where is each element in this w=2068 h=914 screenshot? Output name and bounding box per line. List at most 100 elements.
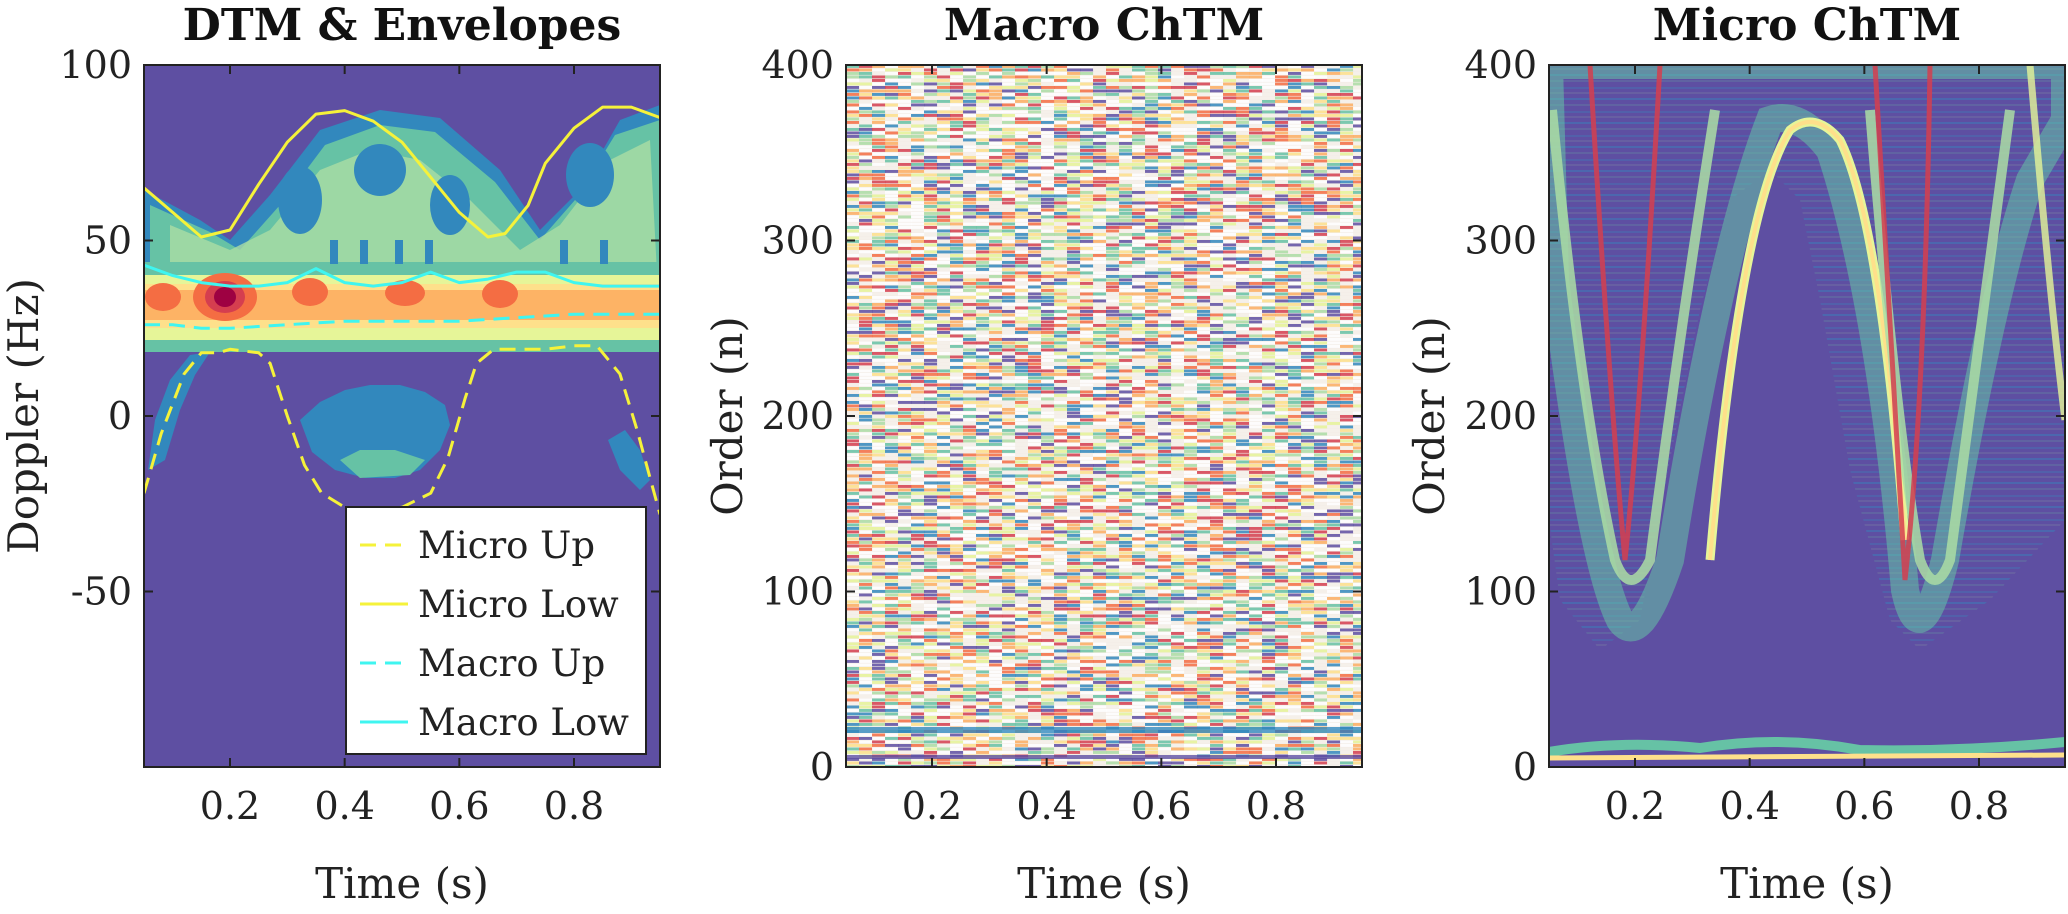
macro-cell bbox=[1197, 247, 1211, 250]
macro-cell bbox=[1132, 471, 1146, 474]
macro-cell bbox=[1041, 156, 1055, 159]
macro-cell bbox=[1093, 450, 1107, 453]
macro-cell bbox=[1288, 359, 1302, 362]
macro-cell bbox=[1275, 450, 1289, 453]
macro-cell bbox=[1054, 233, 1068, 236]
macro-cell bbox=[1236, 401, 1250, 404]
macro-cell bbox=[1002, 313, 1016, 317]
macro-cell bbox=[963, 257, 977, 261]
macro-cell bbox=[1262, 303, 1276, 306]
macro-cell bbox=[963, 439, 977, 443]
macro-cell bbox=[1210, 292, 1224, 296]
macro-cell bbox=[859, 369, 873, 373]
macro-cell bbox=[1171, 404, 1185, 408]
macro-cell bbox=[1132, 212, 1146, 215]
macro-cell bbox=[963, 65, 977, 68]
macro-cell bbox=[1236, 478, 1250, 481]
macro-cell bbox=[872, 198, 886, 201]
macro-cell bbox=[885, 254, 899, 257]
macro-cell bbox=[1054, 422, 1068, 425]
macro-cell bbox=[1340, 93, 1354, 96]
macro-cell bbox=[1184, 397, 1198, 401]
macro-cell bbox=[1223, 474, 1237, 478]
macro-cell bbox=[1184, 68, 1198, 72]
macro-cell bbox=[1041, 163, 1055, 166]
macro-cell bbox=[1093, 72, 1107, 75]
macro-cell bbox=[1106, 331, 1120, 334]
macro-cell bbox=[1041, 492, 1055, 495]
macro-cell bbox=[1301, 222, 1315, 226]
macro-cell bbox=[1145, 138, 1159, 142]
macro-cell bbox=[937, 247, 951, 250]
macro-cell bbox=[1262, 373, 1276, 376]
macro-cell bbox=[963, 282, 977, 285]
macro-cell bbox=[1184, 366, 1198, 369]
macro-cell bbox=[1340, 264, 1354, 268]
macro-cell bbox=[1028, 324, 1042, 327]
macro-cell bbox=[1210, 338, 1224, 341]
macro-cell bbox=[1314, 117, 1328, 121]
macro-cell bbox=[1067, 208, 1081, 212]
macro-cell bbox=[859, 124, 873, 128]
macro-cell bbox=[976, 163, 990, 166]
macro-cell bbox=[1288, 432, 1302, 436]
macro-cell bbox=[1119, 394, 1133, 397]
macro-cell bbox=[1197, 369, 1211, 373]
macro-cell bbox=[1314, 128, 1328, 131]
macro-cell bbox=[1093, 338, 1107, 341]
macro-cell bbox=[1275, 425, 1289, 429]
macro-cell bbox=[1197, 362, 1211, 366]
macro-cell bbox=[1340, 131, 1354, 135]
macro-cell bbox=[898, 275, 912, 278]
macro-cell bbox=[911, 72, 925, 75]
macro-cell bbox=[1210, 254, 1224, 257]
macro-cell bbox=[1093, 359, 1107, 362]
macro-cell bbox=[1210, 310, 1224, 313]
macro-cell bbox=[1353, 205, 1362, 208]
macro-cell bbox=[1158, 443, 1172, 446]
macro-cell bbox=[963, 96, 977, 100]
macro-cell bbox=[1002, 145, 1016, 149]
macro-cell bbox=[898, 443, 912, 446]
macro-cell bbox=[898, 373, 912, 376]
macro-cell bbox=[885, 184, 899, 187]
macro-cell bbox=[1067, 170, 1081, 173]
macro-cell bbox=[1223, 341, 1237, 345]
macro-cell bbox=[937, 439, 951, 443]
macro-cell bbox=[1015, 334, 1029, 338]
macro-cell bbox=[1210, 383, 1224, 387]
macro-cell bbox=[963, 75, 977, 79]
macro-cell bbox=[1288, 289, 1302, 292]
macro-cell bbox=[1184, 205, 1198, 208]
macro-cell bbox=[924, 327, 938, 331]
macro-cell bbox=[1249, 341, 1263, 345]
macro-cell bbox=[989, 422, 1003, 425]
macro-cell bbox=[1236, 425, 1250, 429]
macro-cell bbox=[1080, 289, 1094, 292]
macro-cell bbox=[1002, 450, 1016, 453]
macro-cell bbox=[1327, 292, 1341, 296]
macro-cell bbox=[1223, 488, 1237, 492]
macro-cell bbox=[1028, 180, 1042, 184]
macro-cell bbox=[989, 278, 1003, 282]
macro-cell bbox=[1067, 254, 1081, 257]
macro-cell bbox=[898, 383, 912, 387]
macro-cell bbox=[859, 394, 873, 397]
macro-cell bbox=[1210, 317, 1224, 320]
macro-cell bbox=[1197, 485, 1211, 488]
macro-cell bbox=[989, 222, 1003, 226]
macro-cell bbox=[1028, 257, 1042, 261]
macro-cell bbox=[1249, 65, 1263, 68]
macro-cell bbox=[1327, 492, 1341, 495]
macro-cell bbox=[1067, 145, 1081, 149]
macro-cell bbox=[1171, 292, 1185, 296]
macro-cell bbox=[1093, 184, 1107, 187]
macro-cell bbox=[1145, 233, 1159, 236]
macro-cell bbox=[924, 170, 938, 173]
macro-cell bbox=[1002, 194, 1016, 198]
macro-cell bbox=[1288, 72, 1302, 75]
macro-cell bbox=[911, 222, 925, 226]
macro-cell bbox=[1340, 75, 1354, 79]
macro-cell bbox=[1041, 271, 1055, 275]
macro-cell bbox=[1171, 352, 1185, 355]
